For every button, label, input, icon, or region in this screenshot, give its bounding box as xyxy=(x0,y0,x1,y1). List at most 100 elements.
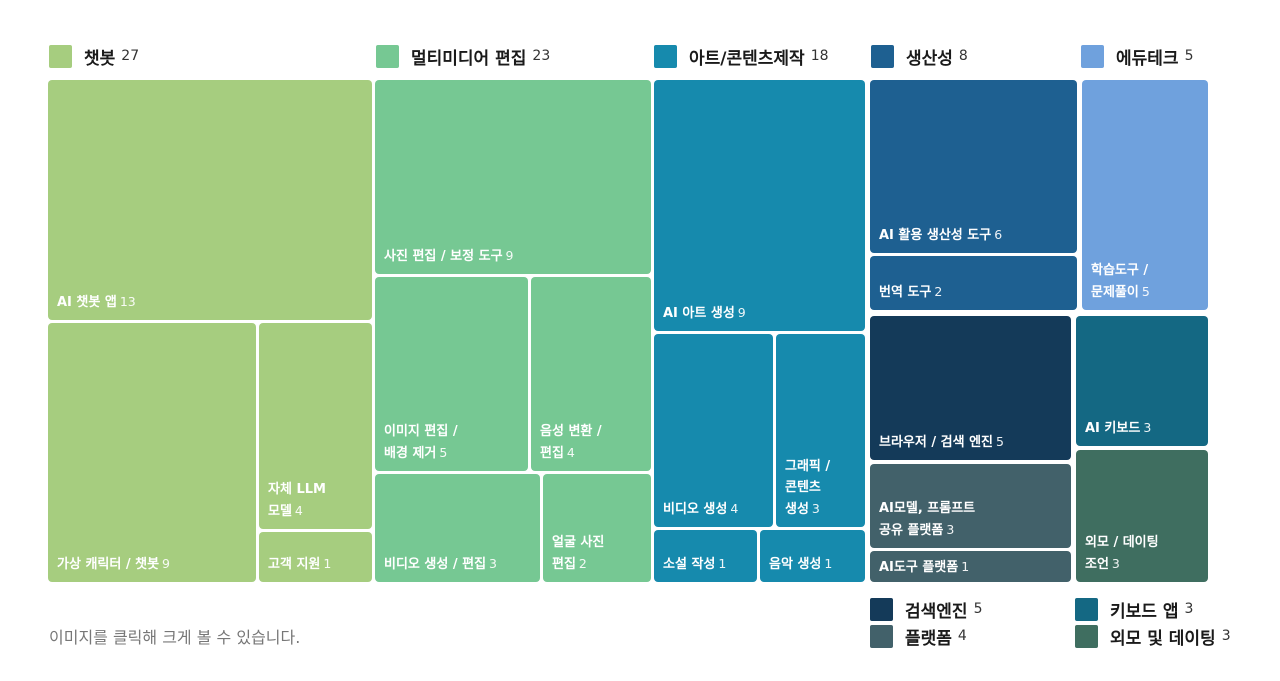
legend-item-dating: 외모 및 데이팅 3 xyxy=(1075,624,1231,649)
legend-swatch xyxy=(1081,44,1104,68)
legend-swatch xyxy=(49,44,72,68)
legend-label: 생산성 xyxy=(906,48,953,69)
tile-label: 음악 생성 xyxy=(769,557,822,572)
legend-item-multimedia: 멀티미디어 편집 23 xyxy=(376,44,551,69)
legend-item-chatbot: 챗봇 27 xyxy=(49,44,139,69)
legend-count: 23 xyxy=(532,48,551,64)
tile-value: 3 xyxy=(946,522,955,537)
tile-value: 4 xyxy=(566,445,575,460)
tile-value: 3 xyxy=(1111,556,1120,571)
tile-value: 5 xyxy=(996,434,1004,449)
tile-label: 학습도구 / 문제풀이 xyxy=(1091,263,1149,300)
tile-prompt-platform[interactable]: AI모델, 프롬프트 공유 플랫폼 3 xyxy=(870,464,1071,548)
tile-photo-edit[interactable]: 사진 편집 / 보정 도구 9 xyxy=(375,80,651,274)
legend-item-search-engine: 검색엔진 5 xyxy=(870,597,983,622)
tile-label: 외모 / 데이팅 조언 xyxy=(1085,535,1159,572)
legend-label: 멀티미디어 편집 xyxy=(411,48,527,69)
tile-value: 4 xyxy=(730,501,739,516)
legend-swatch xyxy=(1075,624,1098,648)
legend-count: 18 xyxy=(810,48,829,64)
legend-swatch xyxy=(871,44,894,68)
tile-value: 1 xyxy=(718,556,727,571)
tile-value: 3 xyxy=(489,556,497,571)
click-to-enlarge-note: 이미지를 클릭해 크게 볼 수 있습니다. xyxy=(49,628,301,647)
tile-video-edit[interactable]: 비디오 생성 / 편집 3 xyxy=(375,474,540,582)
legend-count: 3 xyxy=(1184,601,1194,617)
tile-label: 브라우저 / 검색 엔진 xyxy=(879,435,994,450)
legend-label: 외모 및 데이팅 xyxy=(1110,628,1216,649)
tile-face-edit[interactable]: 얼굴 사진 편집 2 xyxy=(543,474,651,582)
tile-value: 2 xyxy=(934,284,943,299)
tile-label: 자체 LLM 모델 xyxy=(268,482,326,519)
tile-ai-tool-platform[interactable]: AI도구 플랫폼 1 xyxy=(870,551,1071,582)
tile-value: 1 xyxy=(824,556,833,571)
legend-label: 키보드 앱 xyxy=(1110,601,1179,622)
tile-image-edit[interactable]: 이미지 편집 / 배경 제거 5 xyxy=(375,277,528,471)
tile-ai-chatbot-app[interactable]: AI 챗봇 앱 13 xyxy=(48,80,372,320)
tile-value: 1 xyxy=(961,559,970,574)
tile-browser-search[interactable]: 브라우저 / 검색 엔진 5 xyxy=(870,316,1071,460)
legend-item-platform: 플랫폼 4 xyxy=(870,624,967,649)
legend-label: 에듀테크 xyxy=(1116,48,1179,69)
tile-voice-edit[interactable]: 음성 변환 / 편집 4 xyxy=(531,277,651,471)
legend-item-art: 아트/콘텐츠제작 18 xyxy=(654,44,829,69)
tile-label: AI 키보드 xyxy=(1085,421,1141,436)
tile-label: AI 아트 생성 xyxy=(663,306,735,321)
tile-ai-keyboard[interactable]: AI 키보드 3 xyxy=(1076,316,1208,446)
tile-label: 그래픽 / 콘텐츠 생성 xyxy=(785,459,831,517)
tile-productivity-tool[interactable]: AI 활용 생산성 도구 6 xyxy=(870,80,1077,253)
tile-value: 9 xyxy=(737,305,746,320)
tile-graphic-gen[interactable]: 그래픽 / 콘텐츠 생성 3 xyxy=(776,334,865,527)
tile-value: 4 xyxy=(294,503,303,518)
tile-video-gen[interactable]: 비디오 생성 4 xyxy=(654,334,773,527)
legend-count: 4 xyxy=(957,628,967,644)
tile-label: 사진 편집 / 보정 도구 xyxy=(384,249,503,264)
legend-swatch xyxy=(654,44,677,68)
tile-customer-support[interactable]: 고객 지원 1 xyxy=(259,532,372,582)
tile-label: 비디오 생성 / 편집 xyxy=(384,557,487,572)
tile-label: 이미지 편집 / 배경 제거 xyxy=(384,424,458,461)
tile-ai-art[interactable]: AI 아트 생성 9 xyxy=(654,80,865,331)
tile-value: 2 xyxy=(578,556,587,571)
tile-value: 3 xyxy=(1143,420,1152,435)
legend-item-productivity: 생산성 8 xyxy=(871,44,968,69)
tile-value: 6 xyxy=(994,227,1003,242)
tile-study-tool[interactable]: 학습도구 / 문제풀이 5 xyxy=(1082,80,1208,310)
legend-count: 5 xyxy=(1184,48,1194,64)
tile-label: AI모델, 프롬프트 공유 플랫폼 xyxy=(879,501,976,538)
tile-translation-tool[interactable]: 번역 도구 2 xyxy=(870,256,1077,310)
legend-swatch xyxy=(870,597,893,621)
tile-novel-writing[interactable]: 소설 작성 1 xyxy=(654,530,757,582)
legend-swatch xyxy=(870,624,893,648)
tile-label: 고객 지원 xyxy=(268,557,321,572)
tile-label: AI 챗봇 앱 xyxy=(57,295,117,310)
legend-item-edutech: 에듀테크 5 xyxy=(1081,44,1194,69)
tile-label: 가상 캐릭터 / 챗봇 xyxy=(57,557,160,572)
tile-value: 1 xyxy=(323,556,332,571)
tile-label: 음성 변환 / 편집 xyxy=(540,424,602,461)
legend-count: 8 xyxy=(958,48,968,64)
legend-label: 플랫폼 xyxy=(905,628,952,649)
tile-label: 얼굴 사진 편집 xyxy=(552,535,605,572)
tile-value: 9 xyxy=(505,248,514,263)
legend-swatch xyxy=(376,44,399,68)
tile-dating-advice[interactable]: 외모 / 데이팅 조언 3 xyxy=(1076,450,1208,582)
legend-label: 검색엔진 xyxy=(905,601,968,622)
tile-label: 소설 작성 xyxy=(663,557,716,572)
tile-label: AI도구 플랫폼 xyxy=(879,560,959,575)
tile-own-llm[interactable]: 자체 LLM 모델 4 xyxy=(259,323,372,529)
tile-value: 9 xyxy=(162,556,170,571)
legend-count: 5 xyxy=(973,601,983,617)
legend-swatch xyxy=(1075,597,1098,621)
tile-music-gen[interactable]: 음악 생성 1 xyxy=(760,530,865,582)
tile-value: 5 xyxy=(1141,284,1150,299)
legend-count: 3 xyxy=(1221,628,1231,644)
tile-label: 번역 도구 xyxy=(879,285,932,300)
tile-label: AI 활용 생산성 도구 xyxy=(879,228,992,243)
tile-value: 3 xyxy=(811,501,820,516)
legend-item-keyboard-app: 키보드 앱 3 xyxy=(1075,597,1194,622)
tile-value: 5 xyxy=(439,445,448,460)
legend-label: 아트/콘텐츠제작 xyxy=(689,48,805,69)
tile-virtual-character[interactable]: 가상 캐릭터 / 챗봇 9 xyxy=(48,323,256,582)
tile-label: 비디오 생성 xyxy=(663,502,728,517)
